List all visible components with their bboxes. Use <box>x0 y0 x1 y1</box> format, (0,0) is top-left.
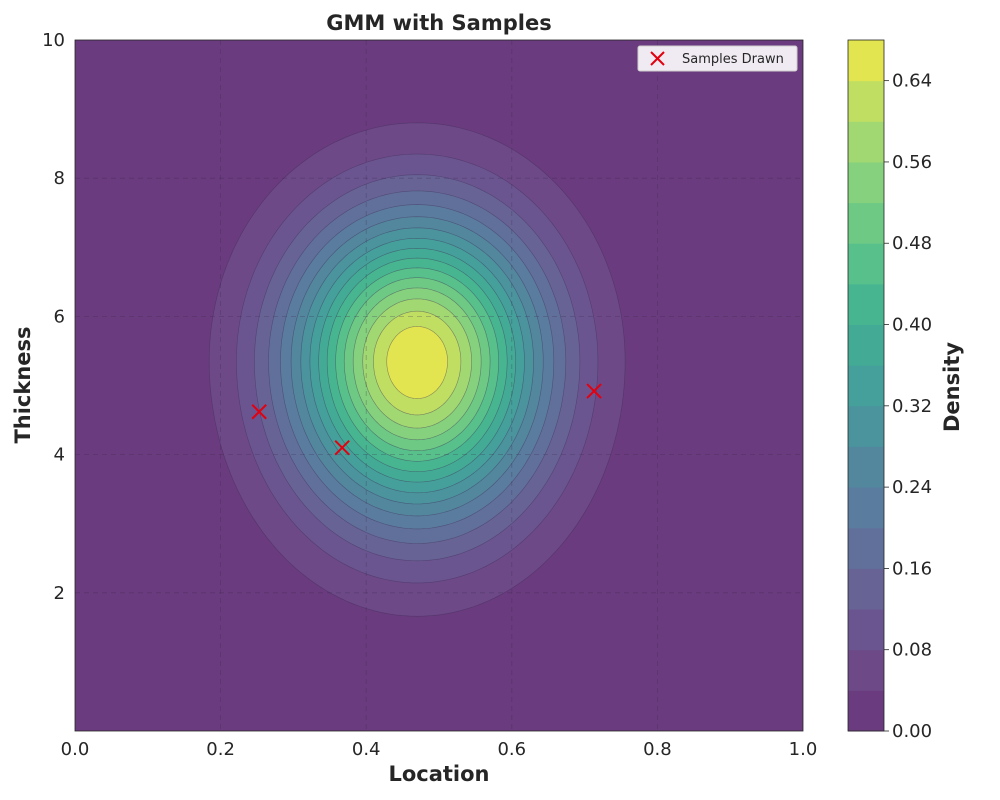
x-tick-label: 0.4 <box>352 739 381 760</box>
y-axis-ticks: 2 4 6 8 10 <box>42 30 65 604</box>
legend-label: Samples Drawn <box>682 52 784 67</box>
colorbar-band <box>848 365 884 407</box>
colorbar-band <box>848 40 884 82</box>
gridlines <box>75 40 803 731</box>
colorbar-band <box>848 690 884 732</box>
y-tick-label: 8 <box>54 168 65 189</box>
colorbar-tick-label: 0.32 <box>892 396 932 417</box>
x-tick-label: 0.8 <box>643 739 672 760</box>
colorbar-band <box>848 446 884 488</box>
legend: Samples Drawn <box>637 45 798 72</box>
plot-frame <box>74 39 804 732</box>
colorbar-label: Density <box>940 342 964 432</box>
sample-markers <box>251 383 602 456</box>
colorbar-tick-label: 0.56 <box>892 152 932 173</box>
x-tick-label: 0.6 <box>497 739 526 760</box>
colorbar-bands <box>848 40 884 732</box>
y-tick-label: 4 <box>54 445 65 466</box>
colorbar-band <box>848 161 884 204</box>
y-tick-label: 6 <box>54 306 65 327</box>
x-axis-ticks: 0.0 0.2 0.4 0.6 0.8 1.0 <box>61 739 818 760</box>
colorbar-band <box>848 80 884 122</box>
x-tick-label: 0.2 <box>206 739 235 760</box>
colorbar-band <box>848 609 884 651</box>
colorbar-frame <box>847 39 885 732</box>
legend-box <box>637 45 798 72</box>
colorbar-tick-label: 0.40 <box>892 315 932 336</box>
colorbar-tick-label: 0.08 <box>892 640 932 661</box>
colorbar-band <box>848 405 884 447</box>
colorbar-band <box>848 527 884 569</box>
colorbar: 0.00 0.08 0.16 0.24 0.32 0.40 0.48 0.56 0.64 Den… <box>847 39 964 742</box>
colorbar-tick-label: 0.00 <box>892 721 932 742</box>
legend-marker-x-icon <box>650 51 665 66</box>
colorbar-band <box>848 324 884 366</box>
contour-band <box>386 326 448 399</box>
colorbar-tick-label: 0.16 <box>892 558 932 579</box>
colorbar-band <box>848 121 884 163</box>
colorbar-band <box>848 568 884 610</box>
x-axis-label: Location <box>388 762 489 786</box>
colorbar-tick-label: 0.24 <box>892 477 932 498</box>
y-tick-label: 10 <box>42 30 65 51</box>
chart-title: GMM with Samples <box>326 11 551 35</box>
sample-point <box>586 383 602 399</box>
x-tick-label: 1.0 <box>789 739 818 760</box>
colorbar-ticks: 0.00 0.08 0.16 0.24 0.32 0.40 0.48 0.56 0.64 <box>884 71 932 742</box>
density-contours <box>75 40 803 731</box>
y-axis-label: Thickness <box>11 326 35 443</box>
colorbar-band <box>848 283 884 326</box>
x-tick-label: 0.0 <box>61 739 90 760</box>
colorbar-band <box>848 243 884 285</box>
colorbar-band <box>848 202 884 244</box>
colorbar-band <box>848 649 884 691</box>
y-tick-label: 2 <box>54 583 65 604</box>
sample-point <box>251 404 267 420</box>
sample-point <box>334 439 350 456</box>
colorbar-band <box>848 487 884 529</box>
colorbar-tick-label: 0.48 <box>892 233 932 254</box>
colorbar-tick-label: 0.64 <box>892 71 932 92</box>
